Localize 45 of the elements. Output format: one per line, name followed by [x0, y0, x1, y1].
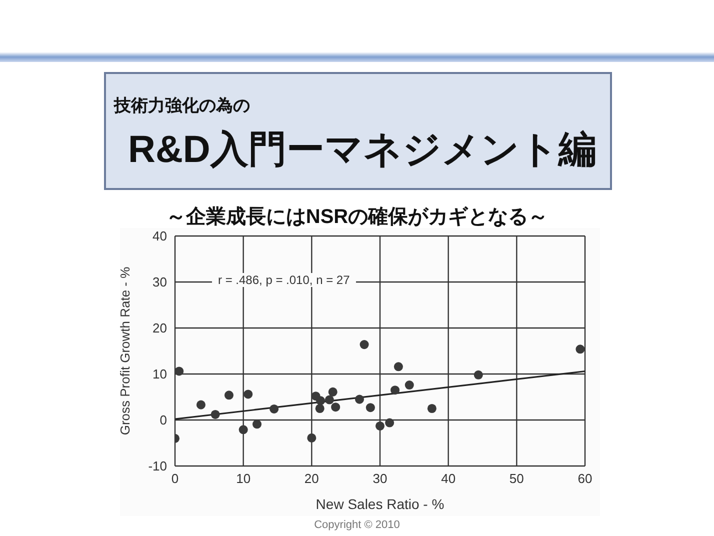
- point: [224, 390, 234, 400]
- x-axis-title: New Sales Ratio - %: [316, 496, 444, 512]
- y-tick-label: 10: [152, 366, 167, 382]
- chart-title: R&D入門ーマネジメント編: [128, 128, 596, 173]
- x-tick-label: 40: [441, 471, 456, 486]
- text: Copyright © 2010: [313, 519, 401, 531]
- y-tick-label: 40: [152, 228, 167, 244]
- x-tick-label: 60: [578, 471, 592, 486]
- point: [210, 410, 220, 419]
- point: [328, 387, 338, 396]
- x-tick-label: 0: [171, 471, 179, 486]
- point: [427, 404, 436, 414]
- annotation: r = .486, p = .010, n = 27: [212, 273, 356, 287]
- point: [576, 344, 585, 354]
- point: [385, 418, 394, 428]
- x-tick-label: 10: [236, 471, 251, 486]
- point: [270, 404, 279, 414]
- point: [360, 340, 369, 350]
- point: [390, 386, 400, 395]
- point: [175, 366, 184, 376]
- chart-subtitle: ～企業成長にはNSRの確保がカギとなる～: [164, 205, 550, 230]
- y-tick-label: 0: [160, 412, 167, 428]
- point: [354, 394, 364, 404]
- point: [315, 404, 324, 414]
- y-tick-label: -10: [148, 458, 167, 474]
- point: [331, 402, 340, 412]
- point: [474, 370, 483, 380]
- point: [375, 421, 385, 430]
- x-tick-label: 50: [509, 471, 524, 486]
- point: [196, 400, 206, 410]
- y-tick-label: 20: [152, 320, 167, 336]
- point: [307, 433, 316, 442]
- point: [366, 403, 375, 412]
- point: [238, 425, 248, 434]
- text: 技術力強化の為の: [114, 95, 250, 117]
- y-axis-title: Gross Profit Growth Rate - %: [118, 266, 133, 436]
- x-tick-label: 20: [304, 471, 319, 486]
- x-tick-label: 30: [372, 471, 388, 486]
- y-tick-label: 30: [152, 274, 167, 290]
- point: [394, 362, 403, 372]
- point: [404, 380, 414, 390]
- point: [324, 395, 334, 404]
- point: [244, 390, 253, 399]
- point: [316, 396, 326, 406]
- point: [252, 420, 262, 429]
